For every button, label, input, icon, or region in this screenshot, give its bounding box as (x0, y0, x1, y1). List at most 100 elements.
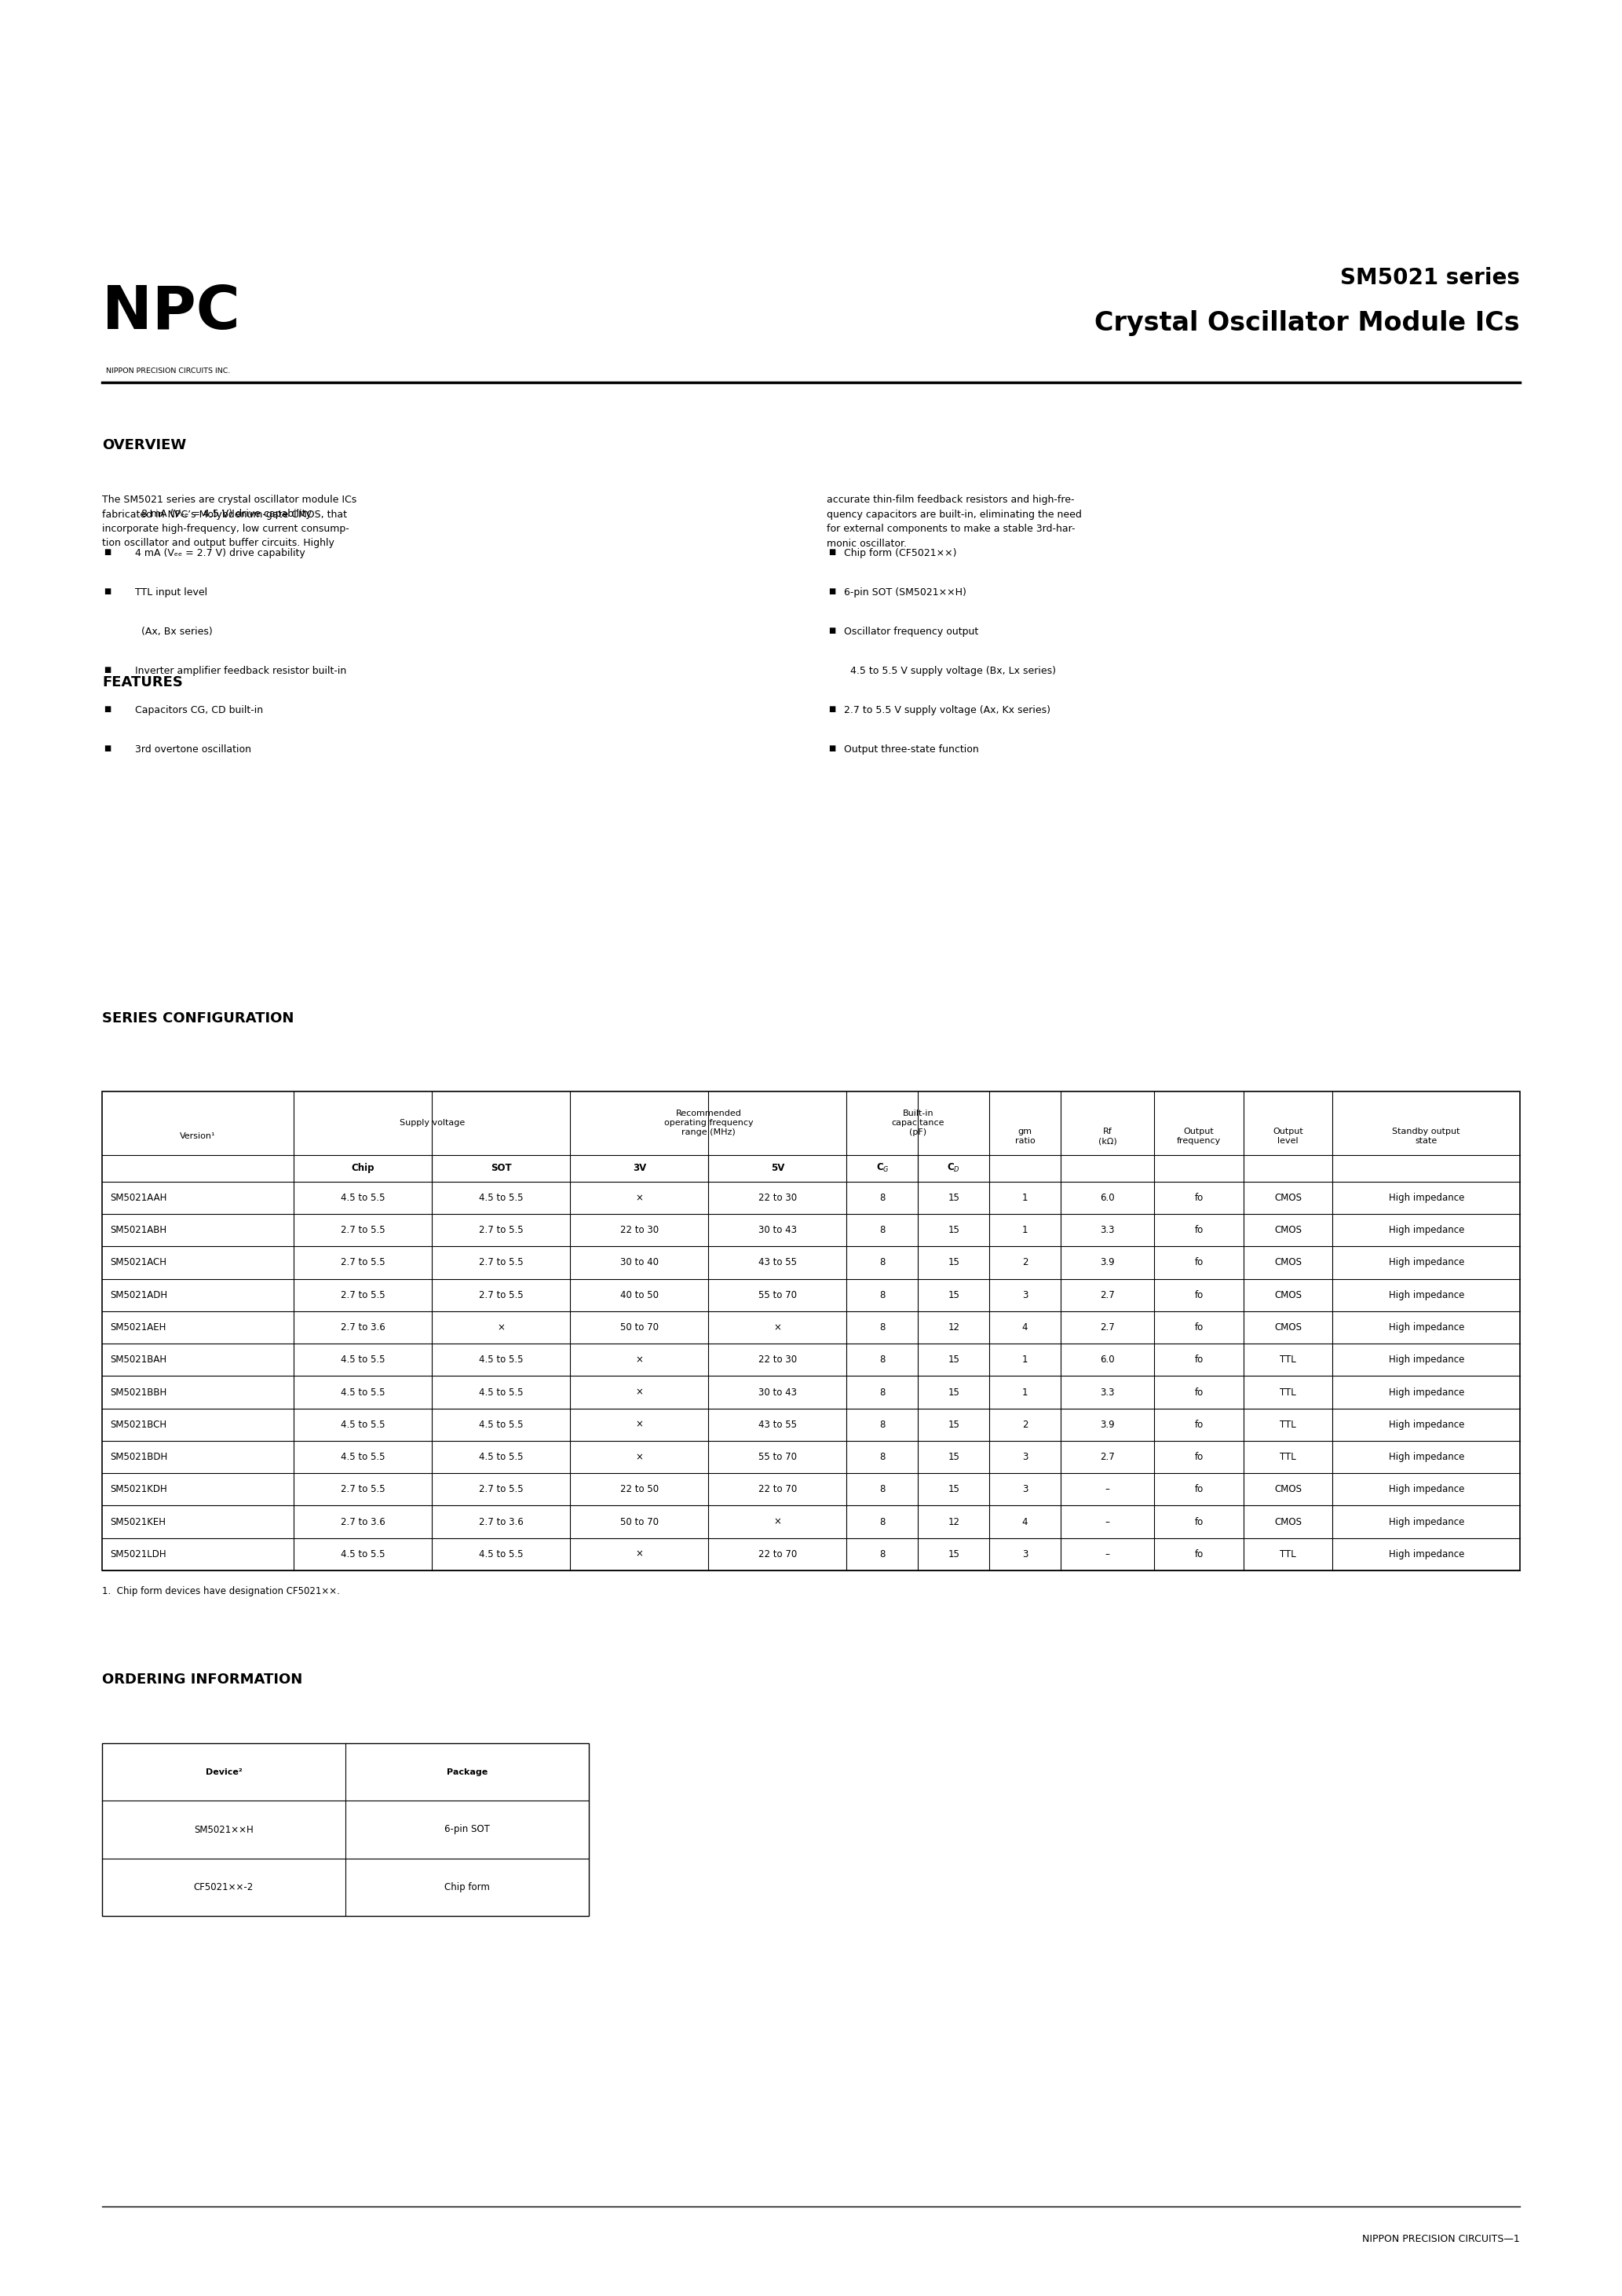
Text: C$_D$: C$_D$ (947, 1162, 960, 1173)
Text: 4.5 to 5.5: 4.5 to 5.5 (478, 1550, 524, 1559)
Text: 15: 15 (947, 1226, 960, 1235)
Text: fo: fo (1194, 1192, 1204, 1203)
Text: High impedance: High impedance (1388, 1258, 1465, 1267)
Text: High impedance: High impedance (1388, 1290, 1465, 1300)
Text: 3.3: 3.3 (1100, 1387, 1114, 1398)
Text: 3: 3 (1022, 1483, 1028, 1495)
Text: 3.9: 3.9 (1100, 1419, 1114, 1430)
Text: ■: ■ (104, 549, 110, 556)
Text: TTL: TTL (1280, 1419, 1296, 1430)
Text: ×: × (774, 1322, 782, 1332)
Text: C$_G$: C$_G$ (876, 1162, 889, 1173)
Text: TTL: TTL (1280, 1355, 1296, 1364)
Text: SM5021BDH: SM5021BDH (110, 1451, 167, 1463)
Text: ×: × (636, 1192, 644, 1203)
Text: ×: × (636, 1355, 644, 1364)
Text: fo: fo (1194, 1355, 1204, 1364)
Text: ■: ■ (829, 627, 835, 634)
Text: 15: 15 (947, 1355, 960, 1364)
Text: 8: 8 (879, 1387, 886, 1398)
Text: 8: 8 (879, 1322, 886, 1332)
Text: Output
frequency: Output frequency (1178, 1127, 1221, 1146)
Text: 2.7: 2.7 (1100, 1451, 1114, 1463)
Text: CMOS: CMOS (1275, 1483, 1302, 1495)
Text: 3: 3 (1022, 1451, 1028, 1463)
Text: gm
ratio: gm ratio (1015, 1127, 1035, 1146)
Text: TTL: TTL (1280, 1550, 1296, 1559)
Text: Chip form (CF5021××): Chip form (CF5021××) (843, 549, 957, 558)
Text: 8: 8 (879, 1550, 886, 1559)
Text: 30 to 43: 30 to 43 (759, 1387, 796, 1398)
Bar (102, 1091, 1520, 1570)
Text: 8: 8 (879, 1226, 886, 1235)
Text: 8 mA (Vₑₑ = 4.5 V) drive capability: 8 mA (Vₑₑ = 4.5 V) drive capability (135, 510, 311, 519)
Text: fo: fo (1194, 1550, 1204, 1559)
Text: 3: 3 (1022, 1290, 1028, 1300)
Text: 8: 8 (879, 1290, 886, 1300)
Text: High impedance: High impedance (1388, 1483, 1465, 1495)
Text: CMOS: CMOS (1275, 1518, 1302, 1527)
Text: 8: 8 (879, 1451, 886, 1463)
Text: TTL: TTL (1280, 1387, 1296, 1398)
Text: ■: ■ (829, 744, 835, 753)
Text: accurate thin-film feedback resistors and high-fre-
quency capacitors are built-: accurate thin-film feedback resistors an… (827, 494, 1082, 549)
Text: 15: 15 (947, 1483, 960, 1495)
Text: 15: 15 (947, 1192, 960, 1203)
Text: SM5021ABH: SM5021ABH (110, 1226, 167, 1235)
Text: Recommended
operating frequency
range (MHz): Recommended operating frequency range (M… (663, 1109, 753, 1137)
Text: FEATURES: FEATURES (102, 675, 183, 689)
Text: Package: Package (446, 1768, 488, 1775)
Text: High impedance: High impedance (1388, 1322, 1465, 1332)
Text: 6.0: 6.0 (1100, 1192, 1114, 1203)
Text: 30 to 43: 30 to 43 (759, 1226, 796, 1235)
Text: SM5021ACH: SM5021ACH (110, 1258, 167, 1267)
Text: SM5021BCH: SM5021BCH (110, 1419, 167, 1430)
Text: 4.5 to 5.5: 4.5 to 5.5 (478, 1192, 524, 1203)
Text: 15: 15 (947, 1258, 960, 1267)
Text: 2.7 to 5.5: 2.7 to 5.5 (341, 1290, 384, 1300)
Text: 12: 12 (947, 1322, 960, 1332)
Text: 43 to 55: 43 to 55 (759, 1419, 796, 1430)
Text: 4.5 to 5.5: 4.5 to 5.5 (341, 1419, 384, 1430)
Text: 2.7: 2.7 (1100, 1322, 1114, 1332)
Text: OVERVIEW: OVERVIEW (102, 439, 187, 452)
Text: 50 to 70: 50 to 70 (620, 1322, 659, 1332)
Text: Chip: Chip (352, 1164, 375, 1173)
Text: 6.0: 6.0 (1100, 1355, 1114, 1364)
Text: fo: fo (1194, 1258, 1204, 1267)
Text: 2: 2 (1022, 1419, 1028, 1430)
Text: 2.7: 2.7 (1100, 1290, 1114, 1300)
Text: 2.7 to 5.5: 2.7 to 5.5 (341, 1226, 384, 1235)
Text: 3.9: 3.9 (1100, 1258, 1114, 1267)
Text: SM5021KEH: SM5021KEH (110, 1518, 165, 1527)
Text: –: – (1105, 1518, 1109, 1527)
Text: TTL: TTL (1280, 1451, 1296, 1463)
Text: High impedance: High impedance (1388, 1518, 1465, 1527)
Text: SM5021KDH: SM5021KDH (110, 1483, 167, 1495)
Bar (102, 1743, 589, 1915)
Text: ×: × (498, 1322, 504, 1332)
Text: fo: fo (1194, 1290, 1204, 1300)
Text: 2.7 to 5.5: 2.7 to 5.5 (478, 1226, 524, 1235)
Text: CMOS: CMOS (1275, 1192, 1302, 1203)
Text: NIPPON PRECISION CIRCUITS—1: NIPPON PRECISION CIRCUITS—1 (1362, 2234, 1520, 2243)
Text: High impedance: High impedance (1388, 1387, 1465, 1398)
Text: ×: × (774, 1518, 782, 1527)
Text: 30 to 40: 30 to 40 (620, 1258, 659, 1267)
Text: 2.7 to 5.5: 2.7 to 5.5 (478, 1290, 524, 1300)
Text: 22 to 30: 22 to 30 (757, 1192, 796, 1203)
Text: ■: ■ (829, 705, 835, 714)
Text: 8: 8 (879, 1419, 886, 1430)
Text: 1.  Chip form devices have designation CF5021××.: 1. Chip form devices have designation CF… (102, 1587, 341, 1596)
Text: –: – (1105, 1550, 1109, 1559)
Text: Crystal Oscillator Module ICs: Crystal Oscillator Module ICs (1095, 310, 1520, 335)
Text: TTL input level: TTL input level (135, 588, 208, 597)
Text: SM5021 series: SM5021 series (1340, 266, 1520, 289)
Text: 50 to 70: 50 to 70 (620, 1518, 659, 1527)
Text: 2.7 to 3.6: 2.7 to 3.6 (341, 1518, 384, 1527)
Text: 4: 4 (1022, 1322, 1028, 1332)
Text: SERIES CONFIGURATION: SERIES CONFIGURATION (102, 1010, 294, 1026)
Text: High impedance: High impedance (1388, 1451, 1465, 1463)
Text: SM5021××H: SM5021××H (195, 1825, 253, 1835)
Text: 15: 15 (947, 1387, 960, 1398)
